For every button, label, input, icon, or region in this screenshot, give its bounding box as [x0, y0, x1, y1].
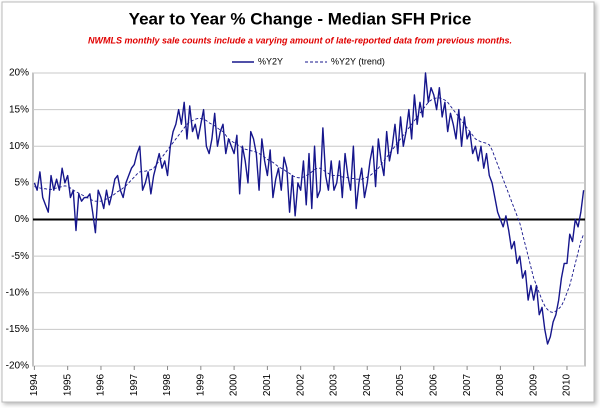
legend-label: %Y2Y: [258, 56, 283, 66]
legend-label: %Y2Y (trend): [331, 56, 385, 66]
chart-title: Year to Year % Change - Median SFH Price: [129, 9, 472, 28]
x-tick-label: 2001: [262, 373, 273, 396]
series-line: [33, 72, 585, 345]
y-tick-label: 5%: [15, 178, 30, 189]
x-tick-label: 2005: [395, 373, 406, 396]
x-tick-label: 2003: [329, 373, 340, 396]
x-tick-label: 1998: [162, 373, 173, 396]
x-tick-label: 1995: [62, 373, 73, 396]
x-tick-label: 2002: [295, 373, 306, 396]
y-tick-label: -20%: [6, 361, 29, 372]
x-tick-label: 2009: [528, 373, 539, 396]
legend: %Y2Y %Y2Y (trend): [232, 56, 385, 66]
x-tick-label: 1996: [96, 373, 107, 396]
y-tick-label: -5%: [11, 251, 29, 262]
x-tick-label: 2008: [495, 373, 506, 396]
x-tick-label: 2006: [428, 373, 439, 396]
chart-subtitle: NWMLS monthly sale counts include a vary…: [88, 35, 512, 45]
y-tick-label: -10%: [6, 287, 29, 298]
y-tick-label: -15%: [6, 324, 29, 335]
x-tick-label: 2010: [562, 373, 573, 396]
x-tick-label: 2004: [362, 373, 373, 396]
y-tick-label: 0%: [15, 214, 30, 225]
series-line: [34, 97, 585, 313]
y-tick-label: 15%: [9, 104, 29, 115]
x-tick-label: 2000: [229, 373, 240, 396]
y-tick-label: 10%: [9, 141, 29, 152]
x-tick-label: 1999: [195, 373, 206, 396]
x-tick-label: 2007: [462, 373, 473, 396]
x-tick-label: 1997: [129, 373, 140, 396]
y-tick-label: 20%: [9, 68, 29, 79]
x-tick-label: 1994: [29, 373, 40, 396]
